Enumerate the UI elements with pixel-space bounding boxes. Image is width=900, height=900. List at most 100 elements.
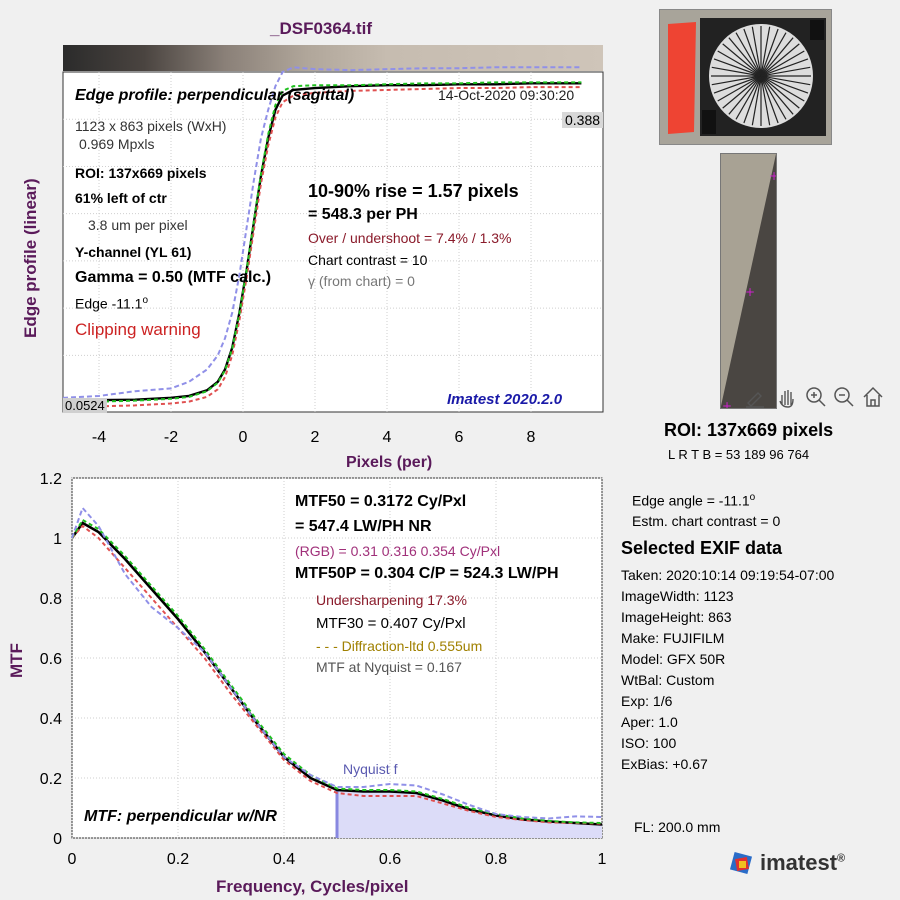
mtf-y-tick-label: 0 bbox=[53, 831, 62, 848]
imatest-version: Imatest 2020.2.0 bbox=[447, 391, 563, 408]
overshoot-info: Over / undershoot = 7.4% / 1.3% bbox=[308, 230, 512, 246]
home-icon[interactable] bbox=[863, 386, 883, 407]
mtf-x-tick-label: 0.8 bbox=[485, 851, 507, 868]
undersharpening: Undersharpening 17.3% bbox=[316, 592, 467, 608]
roi-panel-coords: L R T B = 53 189 96 764 bbox=[668, 447, 810, 462]
imatest-logo-mark bbox=[729, 851, 753, 875]
mtf-y-tick-label: 0.2 bbox=[40, 771, 62, 788]
edge-x-tick-label: 2 bbox=[311, 429, 320, 446]
file-title: _DSF0364.tif bbox=[270, 19, 373, 38]
edge-low-value: 0.0524 bbox=[63, 398, 107, 413]
edge-x-tick-label: 8 bbox=[527, 429, 536, 446]
toolbar-icons bbox=[746, 386, 883, 408]
star-spoke bbox=[751, 26, 762, 77]
estimated-contrast: Estm. chart contrast = 0 bbox=[632, 513, 781, 529]
edge-y-label: Edge profile (linear) bbox=[21, 178, 40, 338]
mtf50-rgb: (RGB) = 0.31 0.316 0.354 Cy/Pxl bbox=[295, 543, 501, 559]
rise-per-ph: = 548.3 per PH bbox=[308, 206, 418, 223]
mtf-ticks: 0 0.2 0.4 0.6 0.8 1 0 0.2 0.4 0.6 0.8 1 1.2 bbox=[40, 471, 607, 868]
edge-x-ticks: -4 -2 0 2 4 6 8 bbox=[92, 429, 536, 446]
star-spoke bbox=[760, 32, 787, 77]
edge-x-tick-label: 0 bbox=[239, 429, 248, 446]
edge-series-line bbox=[62, 81, 582, 404]
edge-angle-text: Edge -11.1 bbox=[75, 295, 143, 312]
mtf-series-line bbox=[71, 506, 603, 820]
star-spoke bbox=[760, 75, 811, 86]
star-spoke bbox=[722, 43, 762, 77]
zoom-in-icon[interactable] bbox=[806, 387, 826, 407]
image-mpxls: 0.969 Mpxls bbox=[79, 136, 155, 152]
exif-row: ExBias: +0.67 bbox=[621, 756, 708, 772]
edge-angle: Edge angle = -11.1o bbox=[632, 493, 755, 508]
channel-info: Y-channel (YL 61) bbox=[75, 244, 192, 260]
chart-contrast: Chart contrast = 10 bbox=[308, 252, 428, 268]
edge-high-value: 0.388 bbox=[562, 112, 604, 128]
edge-angle-info: Edge -11.1o bbox=[75, 296, 148, 311]
mtf50p-value: MTF50P = 0.304 C/P = 524.3 LW/PH bbox=[295, 565, 559, 582]
exif-row: ImageHeight: 863 bbox=[621, 609, 732, 625]
edge-angle-degree: o bbox=[142, 295, 149, 306]
imatest-logo: imatest® bbox=[728, 848, 858, 887]
star-spoke bbox=[760, 50, 805, 77]
mtf-x-tick-label: 1 bbox=[598, 851, 607, 868]
exif-row: Make: FUJIFILM bbox=[621, 630, 725, 646]
exif-row: Model: GFX 50R bbox=[621, 651, 726, 667]
edge-angle-deg: o bbox=[749, 492, 756, 503]
star-spoke bbox=[711, 66, 762, 77]
logo-word: imatest bbox=[760, 850, 838, 875]
thumbnail-graphic bbox=[660, 10, 831, 144]
mtf-x-tick-label: 0.6 bbox=[379, 851, 401, 868]
star-spoke bbox=[711, 75, 762, 86]
mtf-series-line bbox=[70, 521, 603, 826]
exif-focal-length: FL: 200.0 mm bbox=[634, 819, 721, 835]
mtf-y-tick-label: 0.6 bbox=[40, 651, 62, 668]
roi-position: 61% left of ctr bbox=[75, 190, 167, 206]
star-spoke bbox=[760, 75, 800, 109]
edge-x-tick-label: 4 bbox=[383, 429, 392, 446]
zoom-out-icon[interactable] bbox=[834, 387, 854, 407]
star-spoke bbox=[760, 66, 811, 77]
star-spoke bbox=[760, 75, 771, 126]
star-spoke bbox=[713, 58, 762, 77]
mtf-x-tick-label: 0.4 bbox=[273, 851, 295, 868]
exif-row: ImageWidth: 1123 bbox=[621, 588, 734, 604]
star-spoke bbox=[760, 75, 809, 94]
star-spoke bbox=[760, 28, 779, 77]
edge-grid bbox=[63, 72, 603, 412]
edge-series-line bbox=[62, 66, 582, 399]
image-thumbnail[interactable] bbox=[659, 9, 832, 145]
svg-text:+: + bbox=[745, 285, 755, 299]
gamma-from-chart: γ (from chart) = 0 bbox=[308, 274, 415, 288]
gamma-from-chart-text: (from chart) = 0 bbox=[318, 273, 415, 289]
image-dims: 1123 x 863 pixels (WxH) bbox=[75, 118, 227, 134]
star-spoke bbox=[713, 75, 762, 94]
star-spoke bbox=[760, 75, 787, 120]
mtf-x-label: Frequency, Cycles/pixel bbox=[216, 877, 409, 896]
edge-plot-heading: Edge profile: perpendicular (sagittal) bbox=[75, 87, 355, 104]
mtf-y-tick-label: 0.4 bbox=[40, 711, 62, 728]
logo-registered: ® bbox=[837, 852, 846, 865]
roi-strip[interactable]: + + + bbox=[720, 153, 779, 413]
edge-x-tick-label: -2 bbox=[164, 429, 178, 446]
exif-title: Selected EXIF data bbox=[621, 538, 783, 558]
exif-row: Aper: 1.0 bbox=[621, 714, 678, 730]
pan-icon[interactable] bbox=[779, 390, 794, 408]
star-spoke bbox=[760, 75, 779, 124]
edit-icon[interactable] bbox=[746, 392, 764, 408]
star-spoke bbox=[751, 75, 762, 126]
clipping-warning: Clipping warning bbox=[75, 320, 201, 339]
gamma-symbol: γ bbox=[308, 273, 315, 289]
edge-series bbox=[62, 66, 582, 409]
star-spoke bbox=[735, 32, 762, 77]
mtf-footer: MTF: perpendicular w/NR bbox=[84, 808, 277, 825]
roi-strip-graphic: + + + bbox=[721, 154, 779, 413]
rise-distance: 10-90% rise = 1.57 pixels bbox=[308, 181, 519, 201]
mtf-series bbox=[70, 506, 603, 826]
svg-text:+: + bbox=[722, 399, 732, 408]
edge-x-tick-label: -4 bbox=[92, 429, 106, 446]
edge-x-label: Pixels (per) bbox=[346, 454, 433, 471]
star-spoke bbox=[735, 75, 762, 120]
star-spoke bbox=[760, 37, 794, 77]
star-spoke bbox=[743, 75, 762, 124]
imatest-logo-text: imatest® bbox=[760, 852, 845, 874]
